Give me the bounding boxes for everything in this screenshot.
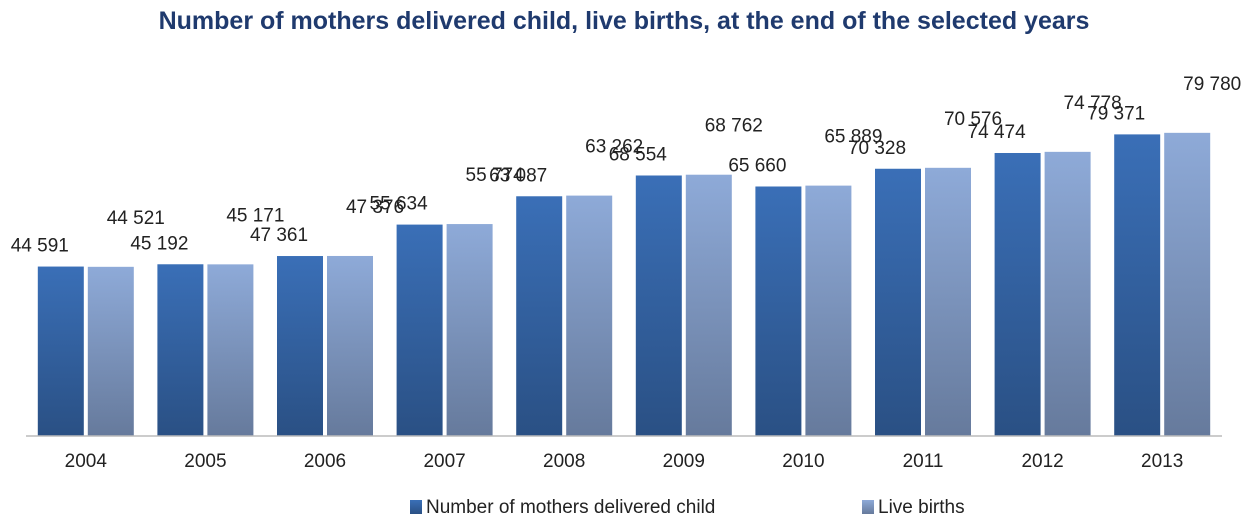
value-label: 47 376 — [346, 197, 404, 218]
x-tick-label: 2006 — [304, 451, 346, 472]
x-tick-label: 2008 — [543, 451, 585, 472]
bar — [875, 168, 921, 436]
bar — [1044, 151, 1091, 436]
value-label: 63 262 — [585, 137, 643, 158]
value-label: 44 521 — [107, 208, 165, 229]
bar — [685, 174, 732, 436]
bar — [1114, 134, 1161, 436]
value-label: 79 780 — [1183, 74, 1241, 95]
value-label: 45 192 — [130, 233, 188, 254]
x-tick-label: 2012 — [1021, 451, 1063, 472]
bar — [994, 152, 1041, 437]
bar — [207, 264, 254, 436]
legend-swatch — [410, 500, 422, 514]
value-label: 44 591 — [11, 236, 69, 257]
value-label: 63 087 — [489, 165, 547, 186]
value-label: 55 774 — [466, 165, 525, 186]
value-label: 79 371 — [1087, 103, 1145, 124]
bar — [87, 266, 134, 436]
x-tick-label: 2009 — [663, 451, 705, 472]
bar — [1164, 132, 1211, 436]
value-label: 70 328 — [848, 138, 906, 159]
x-tick-label: 2010 — [782, 451, 824, 472]
legend-label: Live births — [878, 497, 965, 518]
chart-title: Number of mothers delivered child, live … — [158, 7, 1090, 35]
value-label: 74 778 — [1064, 93, 1122, 114]
bar — [566, 195, 613, 436]
x-tick-label: 2004 — [65, 451, 108, 472]
legend-label: Number of mothers delivered child — [426, 497, 715, 518]
bar — [925, 167, 971, 436]
value-label: 70 576 — [944, 109, 1002, 130]
bar — [327, 255, 373, 436]
value-label: 47 361 — [250, 225, 308, 246]
value-label: 45 171 — [226, 205, 284, 226]
bar — [755, 186, 802, 436]
x-tick-label: 2013 — [1141, 451, 1183, 472]
legend-swatch — [862, 500, 874, 514]
x-tick-label: 2005 — [184, 451, 226, 472]
value-label: 55 634 — [370, 194, 429, 215]
bar — [805, 185, 852, 436]
value-label: 68 554 — [609, 145, 668, 166]
bar — [157, 264, 204, 436]
bar — [446, 224, 493, 436]
bar — [516, 196, 563, 436]
value-label: 65 889 — [824, 127, 882, 148]
value-label: 65 660 — [728, 156, 786, 177]
value-label: 68 762 — [705, 116, 763, 137]
value-label: 74 474 — [968, 122, 1027, 143]
x-tick-label: 2007 — [423, 451, 465, 472]
bar — [635, 175, 682, 436]
bar — [396, 224, 443, 436]
bar — [37, 266, 84, 436]
x-tick-label: 2011 — [903, 451, 944, 472]
bar — [277, 256, 323, 436]
